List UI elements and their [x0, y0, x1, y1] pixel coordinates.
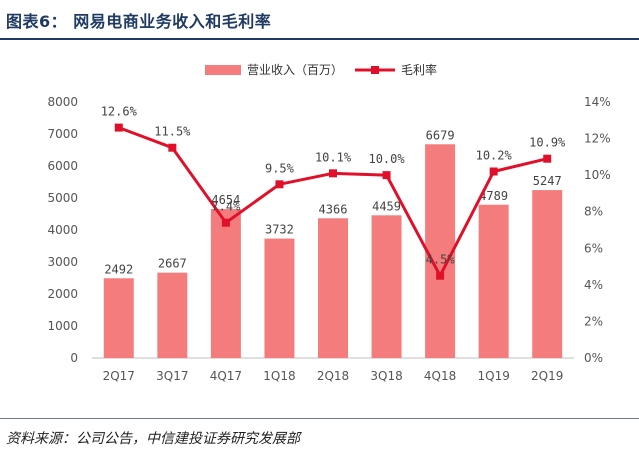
right-tick-label: 14% — [584, 95, 611, 109]
legend-label-margin: 毛利率 — [401, 62, 437, 77]
bar-series — [103, 144, 563, 358]
left-tick-label: 5000 — [47, 191, 78, 205]
bar-value-label: 2667 — [158, 257, 187, 271]
bar-value-label: 6679 — [426, 128, 455, 142]
title-rule — [0, 38, 639, 40]
margin-point-1Q19 — [489, 167, 498, 176]
left-tick-label: 3000 — [47, 255, 78, 269]
margin-value-label: 10.0% — [368, 152, 405, 166]
margin-point-2Q18 — [329, 169, 337, 178]
margin-point-2Q17 — [114, 123, 123, 132]
right-tick-label: 6% — [584, 241, 603, 255]
left-tick-label: 8000 — [47, 95, 78, 109]
bar-value-label: 4366 — [319, 202, 348, 216]
x-tick-label: 2Q18 — [317, 369, 349, 383]
x-tick-label: 4Q17 — [210, 369, 242, 383]
right-tick-label: 12% — [584, 132, 611, 146]
bar-4Q17 — [210, 209, 241, 358]
bar-value-label: 4654 — [211, 193, 240, 207]
bar-value-label: 3732 — [265, 223, 294, 237]
bar-3Q18 — [371, 215, 402, 358]
bar-2Q17 — [103, 278, 134, 358]
left-axis: 0 1000 2000 3000 4000 5000 6000 7000 8000 — [47, 95, 78, 365]
x-tick-label: 2Q19 — [531, 369, 563, 383]
right-tick-label: 10% — [584, 168, 611, 182]
margin-value-label: 10.9% — [529, 136, 566, 150]
right-axis: 0% 2% 4% 6% 8% 10% 12% 14% — [584, 95, 611, 365]
left-tick-label: 6000 — [47, 159, 78, 173]
margin-value-label: 12.6% — [101, 105, 138, 119]
bar-value-label: 4459 — [372, 199, 401, 213]
margin-point-1Q18 — [275, 180, 284, 189]
x-tick-label: 3Q17 — [156, 369, 188, 383]
left-tick-label: 4000 — [47, 223, 78, 237]
x-tick-label: 3Q18 — [370, 369, 402, 383]
margin-value-label: 10.1% — [315, 150, 352, 164]
right-tick-label: 8% — [584, 205, 603, 219]
bottom-rule — [0, 418, 639, 419]
bar-2Q18 — [318, 218, 348, 358]
x-tick-label: 4Q18 — [424, 369, 456, 383]
margin-point-4Q18 — [436, 271, 445, 280]
margin-point-2Q19 — [543, 154, 552, 163]
left-tick-label: 1000 — [47, 319, 78, 333]
margin-value-label: 9.5% — [265, 161, 295, 175]
source-note: 资料来源：公司公告，中信建投证券研究发展部 — [6, 431, 300, 447]
bar-3Q17 — [157, 272, 188, 358]
margin-value-label: 11.5% — [154, 125, 191, 139]
bar-value-label: 2492 — [104, 262, 133, 276]
bar-value-label: 4789 — [479, 189, 508, 203]
bar-1Q19 — [478, 204, 509, 358]
x-axis: 2Q17 3Q17 4Q17 1Q18 2Q18 3Q18 4Q18 1Q19 2Q19 — [92, 357, 574, 383]
margin-point-3Q18 — [382, 171, 391, 180]
left-tick-label: 7000 — [47, 127, 78, 141]
legend-swatch-revenue — [205, 65, 241, 75]
line-labels: 12.6% 11.5% 7.4% 9.5% 10.1% 10.0% 4.5% 10.2% 10.… — [101, 105, 566, 267]
bar-2Q19 — [532, 190, 563, 358]
x-tick-label: 1Q18 — [263, 369, 295, 383]
right-tick-label: 4% — [584, 278, 603, 292]
line-series — [114, 123, 552, 280]
margin-point-3Q17 — [168, 143, 177, 152]
right-tick-label: 2% — [584, 314, 603, 328]
margin-value-label: 4.5% — [426, 253, 456, 267]
right-tick-label: 0% — [584, 351, 603, 365]
figure-title: 图表6： 网易电商业务收入和毛利率 — [6, 12, 272, 31]
legend-label-revenue: 营业收入（百万） — [247, 63, 343, 77]
legend-marker-margin — [371, 66, 379, 74]
left-tick-label: 2000 — [47, 287, 78, 301]
x-tick-label: 2Q17 — [103, 369, 135, 383]
margin-value-label: 10.2% — [476, 148, 513, 162]
bar-4Q18 — [425, 144, 456, 358]
margin-value-label: 7.4% — [211, 200, 241, 214]
margin-point-4Q17 — [221, 218, 230, 227]
bar-labels: 2492 2667 4654 3732 4366 4459 6679 4789 5247 — [104, 128, 561, 276]
bar-1Q18 — [264, 238, 295, 358]
x-tick-label: 1Q19 — [477, 369, 509, 383]
legend: 营业收入（百万） 毛利率 — [205, 62, 437, 77]
bar-value-label: 5247 — [533, 174, 562, 188]
left-tick-label: 0 — [70, 351, 78, 365]
